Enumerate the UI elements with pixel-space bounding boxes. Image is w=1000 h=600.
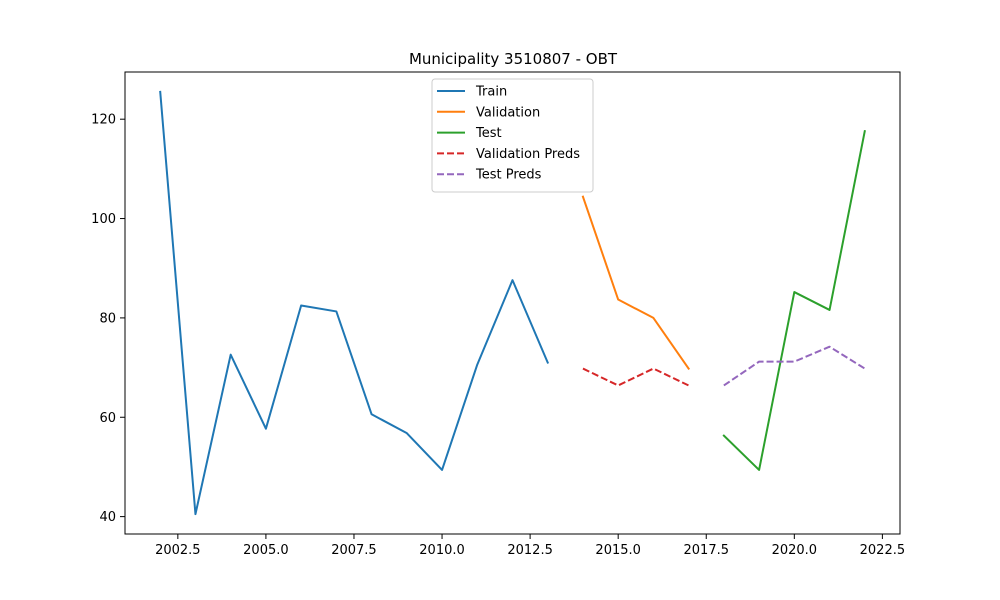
chart-title: Municipality 3510807 - OBT [409,50,618,68]
x-tick-label: 2015.0 [595,543,641,558]
series-layer [159,90,866,516]
x-tick-label: 2022.5 [860,543,906,558]
series-line-validation [581,195,691,370]
x-tick-label: 2007.5 [331,543,377,558]
legend: Train Validation Test Validation Preds Test … [431,78,594,193]
series-line-test [722,129,866,471]
legend-label: Train [475,85,507,100]
x-tick-label: 2012.5 [507,543,553,558]
series-line-train [159,90,550,516]
legend-label: Test [475,126,502,141]
series-line-validation-preds [582,367,690,387]
series-line-test-preds [723,345,866,387]
legend-label: Test Preds [475,168,542,183]
x-tick-label: 2005.0 [243,543,289,558]
y-axis: 40 60 80 100 120 [91,113,125,525]
y-tick-label: 120 [91,113,116,128]
x-tick-label: 2010.0 [419,543,465,558]
legend-box [431,78,594,193]
y-tick-label: 80 [99,311,116,326]
legend-label: Validation Preds [476,147,580,162]
x-axis: 2002.5 2005.0 2007.5 2010.0 2012.5 2015.0 2017… [155,534,905,558]
legend-label: Validation [476,105,540,120]
y-tick-label: 100 [91,212,116,227]
y-tick-label: 40 [99,510,116,525]
x-tick-label: 2002.5 [155,543,201,558]
y-tick-label: 60 [99,411,116,426]
x-tick-label: 2017.5 [684,543,730,558]
x-tick-label: 2020.0 [772,543,818,558]
plot-frame [124,71,901,535]
